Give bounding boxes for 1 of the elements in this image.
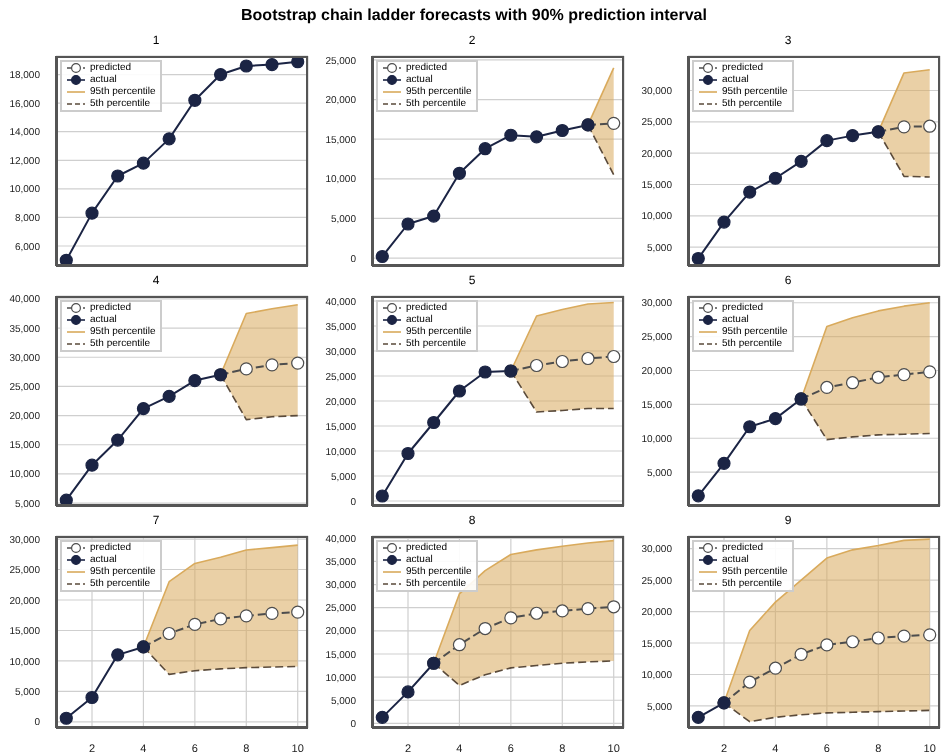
- text: Bootstrap chain ladder forecasts with 90% prediction interval: [241, 6, 707, 24]
